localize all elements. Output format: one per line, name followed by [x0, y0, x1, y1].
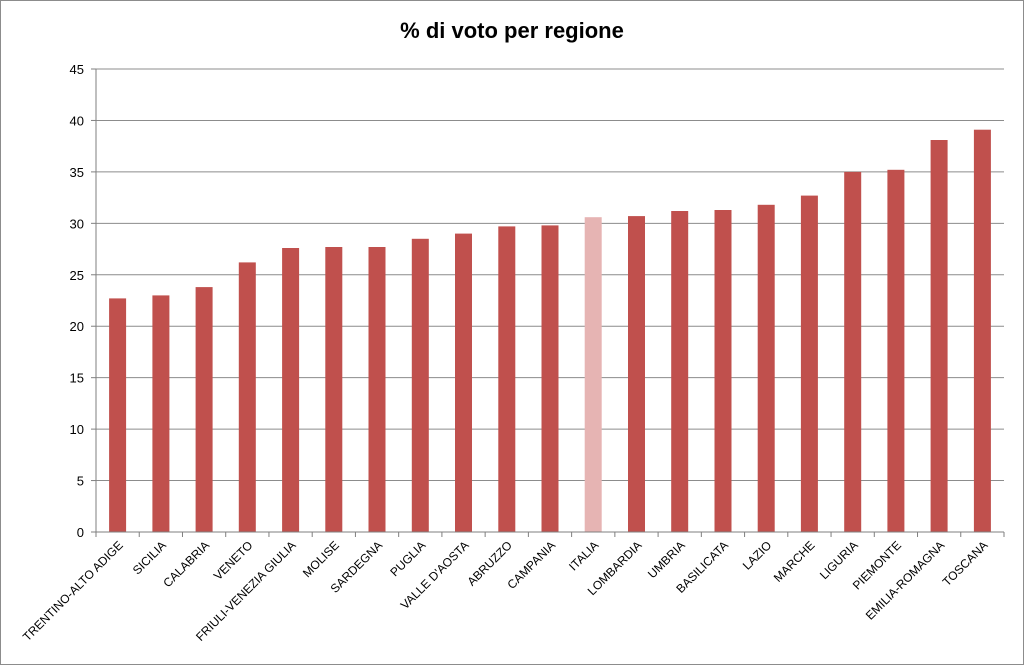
x-tick-label: VENETO	[211, 538, 256, 583]
x-tick-label: LIGURIA	[817, 538, 861, 582]
bar	[411, 238, 429, 533]
bar	[844, 171, 862, 532]
bar	[887, 169, 905, 533]
y-axis: 0 5 10 15 20 25 30 35 40 45	[70, 62, 97, 540]
bar	[152, 295, 170, 532]
x-tick-label: PUGLIA	[387, 538, 428, 579]
x-tick-label: TRENTINO-ALTO ADIGE	[20, 538, 126, 644]
bar	[671, 211, 689, 532]
y-tick-label: 35	[70, 165, 84, 180]
bar	[282, 248, 300, 532]
x-axis: TRENTINO-ALTO ADIGE SICILIACALABRIAVENETO…	[20, 531, 1005, 644]
x-tick-label: UMBRIA	[645, 538, 688, 581]
bar	[584, 217, 602, 532]
x-tick-label: ITALIA	[566, 538, 601, 573]
x-tick-label: EMILIA-ROMAGNA	[863, 538, 947, 622]
y-tick-label: 10	[70, 422, 84, 437]
x-tick-label: CALABRIA	[160, 538, 212, 590]
y-tick-label: 25	[70, 268, 84, 283]
y-tick-label: 45	[70, 62, 84, 77]
y-tick-label: 15	[70, 371, 84, 386]
y-tick-label: 5	[77, 474, 84, 489]
y-tick-label: 30	[70, 216, 84, 231]
bar	[800, 195, 818, 532]
bar	[368, 247, 386, 532]
bar	[714, 210, 732, 532]
bar	[325, 247, 343, 532]
bar	[973, 129, 991, 532]
chart-title: % di voto per regione	[400, 18, 624, 43]
bar	[109, 298, 127, 532]
bars	[109, 129, 991, 533]
bar	[455, 233, 472, 532]
y-tick-label: 20	[70, 319, 84, 334]
y-tick-label: 0	[77, 525, 84, 540]
bar	[195, 287, 213, 532]
x-tick-label: LAZIO	[740, 538, 774, 572]
x-tick-label: SICILIA	[130, 538, 169, 577]
bar	[238, 262, 256, 532]
x-tick-label: MARCHE	[771, 538, 818, 585]
bar	[628, 216, 645, 532]
bar	[930, 140, 948, 532]
x-tick-label: MOLISE	[300, 538, 342, 580]
y-tick-label: 40	[70, 113, 84, 128]
bar	[498, 226, 516, 532]
bar	[541, 225, 559, 532]
x-tick-label: TOSCANA	[940, 538, 991, 589]
bar	[757, 204, 775, 533]
